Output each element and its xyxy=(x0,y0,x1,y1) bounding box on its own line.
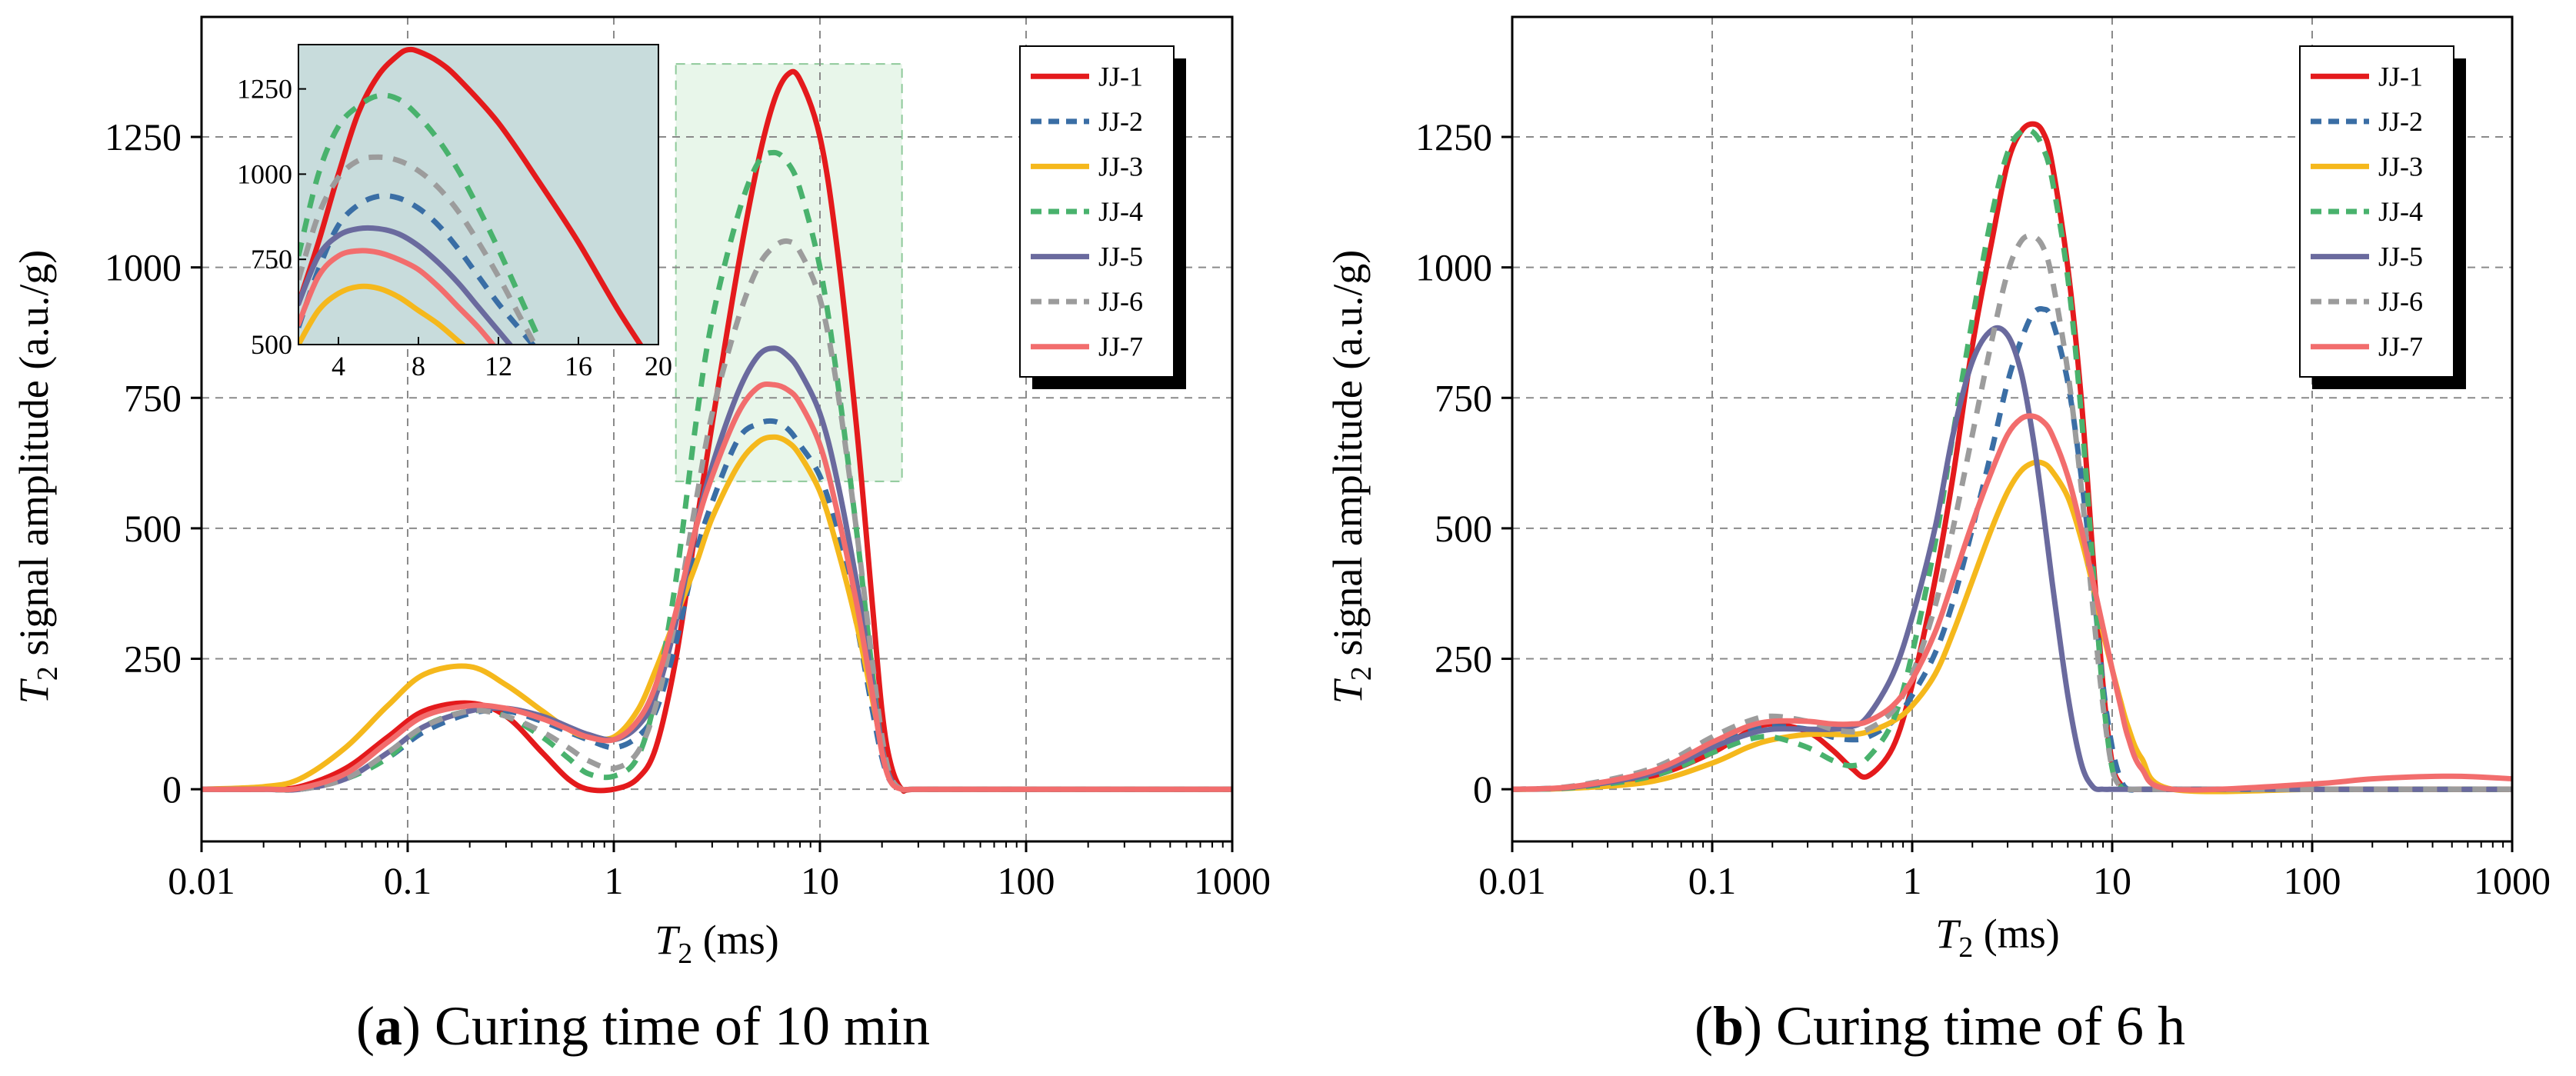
inset-series-jj-2 xyxy=(298,193,537,345)
panel-a-axes-frame xyxy=(200,15,1234,843)
panel-b-y-axis-title: T2 signal amplitude (a.u./g) xyxy=(1325,250,1378,704)
inset-series-jj-4 xyxy=(298,92,542,339)
panel-a-ticks xyxy=(191,135,1234,852)
panel-a-y-axis-title: T2 signal amplitude (a.u./g) xyxy=(11,250,64,704)
panel-b-legend-label-jj-6: JJ-6 xyxy=(2378,286,2423,317)
panel-a-series-jj-7 xyxy=(202,381,1232,793)
panel-a-series-jj-2 xyxy=(202,418,1232,793)
panel-b-x-tick-label: 100 xyxy=(2284,859,2341,902)
inset-series-jj-7 xyxy=(298,248,497,345)
inset-series-group xyxy=(298,46,644,345)
inset-x-tick-labels: 4 8 12 16 20 xyxy=(332,351,672,381)
panel-a-y-tick-labels: 0 250 500 750 1000 1250 xyxy=(105,115,182,811)
panel-a-x-tick-label: 1000 xyxy=(1194,859,1271,902)
panel-a-legend-label-jj-5: JJ-5 xyxy=(1098,242,1143,272)
panel-a-x-tick-label: 0.01 xyxy=(168,859,235,902)
inset-x-tick-label: 4 xyxy=(332,351,345,381)
panel-a-x-axis-title: T2 (ms) xyxy=(655,917,779,970)
inset-y-tick-label: 1250 xyxy=(237,74,292,105)
panel-b-legend-label-jj-4: JJ-4 xyxy=(2378,196,2423,227)
panel-b-legend-box xyxy=(2299,45,2454,378)
inset-series-jj-5 xyxy=(298,225,514,345)
inset-x-tick-label: 8 xyxy=(412,351,425,381)
inset-axes-frame xyxy=(298,44,659,345)
inset-x-tick-label: 20 xyxy=(645,351,672,381)
panel-a-legend-label-jj-6: JJ-6 xyxy=(1098,286,1143,317)
panel-a-y-tick-label: 500 xyxy=(124,507,182,550)
inset-y-tick-label: 500 xyxy=(251,329,292,360)
panel-b-x-axis-title: T2 (ms) xyxy=(1935,911,2060,964)
panel-a-chart: 0.01 0.1 1 10 100 1000 0 250 500 750 1000 1250 T2 … xyxy=(11,15,1271,970)
panel-a-legend-label-jj-2: JJ-2 xyxy=(1098,106,1143,137)
inset-series-jj-3 xyxy=(298,283,467,345)
inset-plot-area xyxy=(298,45,658,345)
panel-a-x-tick-label: 10 xyxy=(801,859,839,902)
panel-a-x-tick-label: 1 xyxy=(605,859,624,902)
panel-a-legend-label-jj-7: JJ-7 xyxy=(1098,331,1143,362)
inset-series-jj-6 xyxy=(298,154,538,345)
panel-a-series-group xyxy=(202,68,1232,795)
panel-b-legend-label-jj-1: JJ-1 xyxy=(2378,61,2423,92)
panel-b-y-tick-label: 0 xyxy=(1473,768,1492,811)
inset-y-tick-label: 1000 xyxy=(237,158,292,189)
panel-b-y-tick-label: 1250 xyxy=(1415,115,1492,158)
panel-a-y-tick-label: 0 xyxy=(162,768,182,811)
panel-a-y-tick-label: 1000 xyxy=(105,246,182,289)
panel-b-x-tick-label: 1000 xyxy=(2474,859,2551,902)
inset-series-jj-1 xyxy=(298,46,644,345)
panel-b-chart: 0.01 0.1 1 10 100 1000 0 250 500 750 1000 1250 T2 … xyxy=(1325,15,2551,964)
panel-a-y-tick-label: 750 xyxy=(124,376,182,419)
panel-b-y-tick-label: 500 xyxy=(1435,507,1492,550)
panel-a-y-tick-label: 1250 xyxy=(105,115,182,158)
panel-b-x-tick-label: 10 xyxy=(2093,859,2131,902)
panel-a-inset-chart: 4 8 12 16 20 500 750 1000 1250 xyxy=(237,44,672,381)
panel-a-legend-label-jj-4: JJ-4 xyxy=(1098,196,1143,227)
panel-a-legend: JJ-1 JJ-2 JJ-3 JJ-4 JJ-5 JJ-6 JJ-7 xyxy=(1019,45,1186,389)
inset-x-tick-label: 12 xyxy=(485,351,512,381)
panel-b-ticks xyxy=(1501,135,2514,852)
panel-b-x-tick-label: 0.1 xyxy=(1688,859,1737,902)
panel-b-legend-label-jj-7: JJ-7 xyxy=(2378,331,2423,362)
panel-a-x-tick-label: 100 xyxy=(998,859,1055,902)
inset-y-tick-labels: 500 750 1000 1250 xyxy=(237,74,292,360)
panel-b-y-tick-label: 250 xyxy=(1435,638,1492,681)
panel-a-x-tick-label: 0.1 xyxy=(384,859,432,902)
panel-b-y-tick-labels: 0 250 500 750 1000 1250 xyxy=(1415,115,1492,811)
caption-a: (a) Curing time of 10 min xyxy=(356,995,930,1057)
panel-b-y-tick-label: 1000 xyxy=(1415,246,1492,289)
panel-b-x-tick-labels: 0.01 0.1 1 10 100 1000 xyxy=(1478,859,2551,902)
panel-a-y-tick-label: 250 xyxy=(124,638,182,681)
panel-b-y-tick-label: 750 xyxy=(1435,376,1492,419)
panel-b-legend: JJ-1 JJ-2 JJ-3 JJ-4 JJ-5 JJ-6 JJ-7 xyxy=(2299,45,2466,389)
panel-b-series-group xyxy=(1512,121,2512,795)
panel-b-series-jj-7 xyxy=(1512,413,2512,793)
panel-b-legend-label-jj-2: JJ-2 xyxy=(2378,106,2423,137)
panel-b-series-jj-4 xyxy=(1512,126,2512,792)
panel-a-x-tick-labels: 0.01 0.1 1 10 100 1000 xyxy=(168,859,1271,902)
panel-a-legend-box xyxy=(1019,45,1175,378)
panel-b-x-tick-label: 1 xyxy=(1903,859,1922,902)
panel-b-legend-label-jj-5: JJ-5 xyxy=(2378,242,2423,272)
panel-a-legend-label-jj-3: JJ-3 xyxy=(1098,151,1143,182)
inset-y-tick-label: 750 xyxy=(251,244,292,275)
panel-b-axes-frame xyxy=(1511,15,2514,843)
panel-a-legend-label-jj-1: JJ-1 xyxy=(1098,61,1143,92)
panel-a-series-jj-6 xyxy=(202,238,1232,793)
inset-ticks xyxy=(298,88,659,345)
panel-b-x-tick-label: 0.01 xyxy=(1478,859,1546,902)
inset-x-tick-label: 16 xyxy=(565,351,592,381)
caption-b: (b) Curing time of 6 h xyxy=(1695,995,2185,1057)
panel-b-legend-label-jj-3: JJ-3 xyxy=(2378,151,2423,182)
